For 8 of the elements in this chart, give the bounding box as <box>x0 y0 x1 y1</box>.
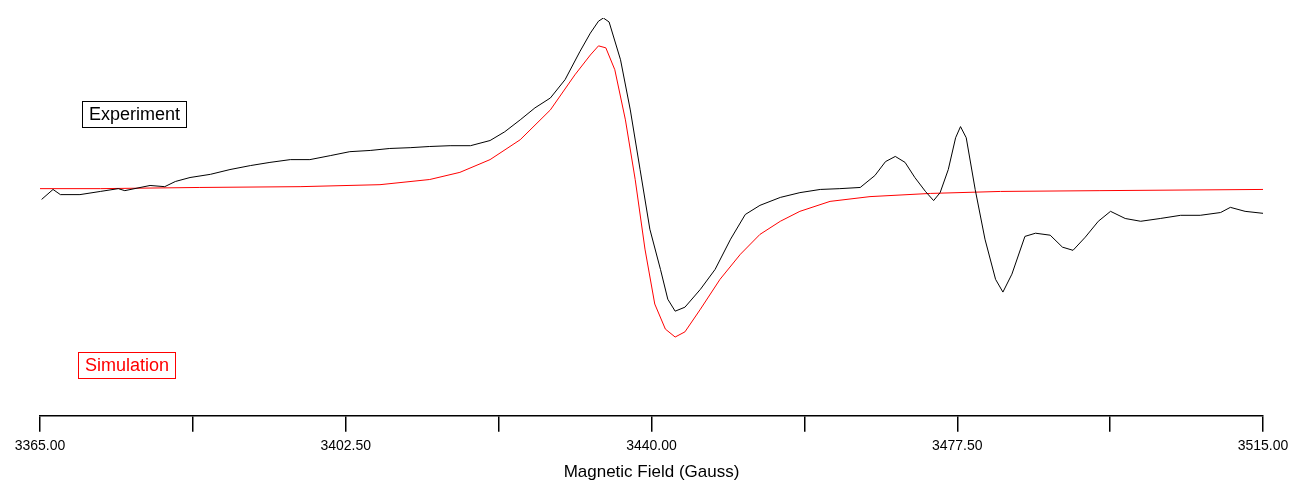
x-tick-label: 3440.00 <box>626 437 678 454</box>
x-tick-label: 3402.50 <box>320 437 372 454</box>
text: Simulation <box>78 352 177 379</box>
text: Experiment <box>82 101 188 128</box>
x-axis-title: Magnetic Field (Gauss) <box>563 462 740 482</box>
x-tick-label: 3477.50 <box>931 437 983 454</box>
x-tick-label: 3365.00 <box>14 437 66 454</box>
x-tick-label: 3515.00 <box>1237 437 1289 454</box>
